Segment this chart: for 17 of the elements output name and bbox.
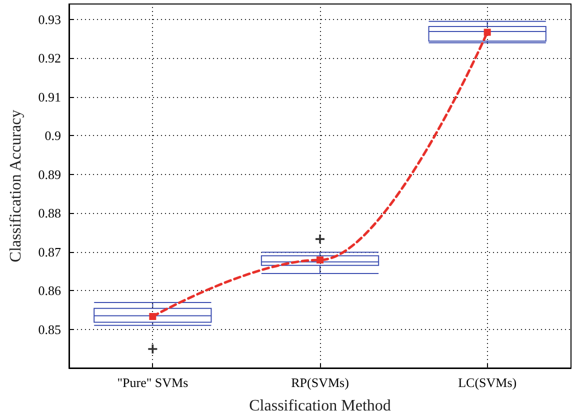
y-tick-label: 0.88	[38, 206, 61, 221]
y-tick-label: 0.86	[38, 283, 62, 298]
y-tick-label: 0.89	[38, 166, 61, 182]
point	[149, 313, 156, 320]
y-tick-label: 0.9	[44, 128, 61, 144]
point	[484, 28, 491, 36]
x-axis-title: Classification Method	[249, 398, 391, 414]
point	[316, 256, 324, 264]
x-tick-label: RP(SVMs)	[291, 375, 349, 390]
x-tick-label: LC(SVMs)	[458, 375, 517, 390]
y-tick-label: 0.91	[38, 89, 61, 104]
y-tick-label: 0.93	[38, 12, 61, 27]
y-tick-label: 0.87	[38, 244, 62, 260]
y-tick-label: 0.85	[38, 322, 61, 337]
y-axis-title: Classification Accuracy	[8, 110, 24, 262]
y-tick-label: 0.92	[38, 50, 61, 66]
x-tick-label: "Pure" SVMs	[117, 375, 188, 390]
